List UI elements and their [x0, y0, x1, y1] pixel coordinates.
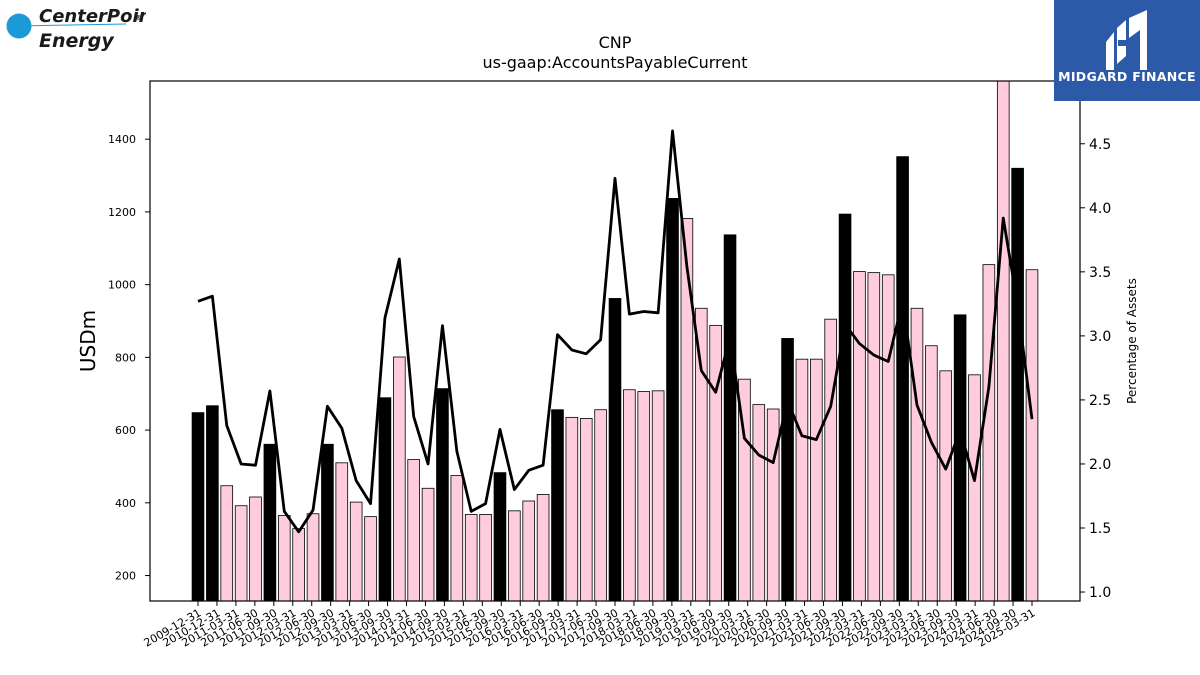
chart-title: CNP [599, 33, 632, 52]
bar [623, 389, 636, 602]
y-tick-label: 800 [115, 351, 136, 364]
bar [594, 409, 607, 602]
bar [824, 318, 837, 602]
bar [421, 487, 435, 602]
logo-registered-mark: ® [135, 14, 142, 22]
logo-text: MIDGARD FINANCE [1058, 69, 1196, 84]
bar [1011, 167, 1024, 602]
bar [206, 405, 219, 602]
bar [565, 416, 579, 602]
bar [709, 324, 722, 602]
bar [536, 494, 550, 602]
percentage-line [197, 129, 1034, 534]
bar [795, 358, 809, 602]
y2-tick-label: 4.5 [1089, 137, 1111, 153]
bar [968, 374, 981, 602]
bar [953, 314, 967, 602]
bar [781, 338, 794, 602]
bar [1025, 269, 1039, 602]
bar [335, 462, 349, 602]
y-tick-label: 1000 [108, 279, 136, 292]
bar [364, 516, 377, 602]
y2-tick-label: 2.5 [1089, 393, 1111, 409]
bar [407, 459, 420, 602]
bar [263, 443, 277, 602]
bar [551, 409, 564, 602]
bar [838, 213, 852, 602]
left-axis: 200 400 600 800 1000 1200 1400 [108, 133, 150, 583]
y2-tick-label: 3.5 [1089, 265, 1111, 281]
bar [292, 528, 305, 602]
y2-tick-label: 1.5 [1089, 521, 1111, 537]
y-tick-label: 200 [115, 570, 136, 583]
x-axis: 2009-12-312010-12-312011-03-312011-06-30… [142, 601, 1038, 650]
bar [651, 390, 665, 602]
bar [666, 198, 679, 602]
y2-axis-label: Percentage of Assets [1125, 278, 1139, 404]
bar [694, 307, 708, 602]
bar [450, 475, 464, 602]
line-layer [197, 129, 1034, 534]
bar [996, 80, 1010, 602]
y2-tick-label: 2.0 [1089, 457, 1111, 473]
bar [277, 515, 291, 602]
logo-background [1054, 0, 1200, 101]
bar [810, 358, 823, 602]
bar [752, 404, 766, 602]
logo-line1: CenterPoint [39, 6, 146, 27]
midgard-mark-icon [1106, 10, 1147, 70]
bar [479, 514, 492, 602]
bar [191, 412, 205, 602]
bar [464, 514, 478, 602]
bar [637, 391, 651, 602]
bar [881, 274, 895, 602]
right-axis: 1.0 1.5 2.0 2.5 3.0 3.5 4.0 4.5 [1080, 137, 1111, 601]
bar [853, 271, 866, 602]
logo-line2: Energy [39, 30, 115, 52]
y-tick-label: 1200 [108, 206, 136, 219]
bar [925, 345, 938, 602]
bar [508, 510, 521, 602]
bar [608, 298, 622, 602]
midgard-finance-logo: MIDGARD FINANCE [1054, 0, 1200, 101]
bar [220, 485, 234, 602]
bar-layer [191, 80, 1039, 602]
bar [493, 472, 507, 602]
logo-swoosh-icon [13, 23, 127, 27]
centerpoint-energy-logo: CenterPoint ® Energy [6, 6, 146, 52]
y-axis-label: USDm [76, 310, 100, 372]
bar [896, 156, 909, 602]
bar [522, 500, 536, 602]
bar [436, 388, 449, 602]
y2-tick-label: 4.0 [1089, 201, 1111, 217]
bar [910, 307, 924, 602]
bar [378, 397, 392, 602]
chart-subtitle: us-gaap:AccountsPayableCurrent [482, 53, 747, 72]
bar [306, 513, 320, 602]
bar [579, 418, 593, 602]
bar [349, 501, 363, 602]
bar [234, 505, 248, 602]
bar [766, 408, 780, 602]
bar [939, 370, 953, 602]
bar [723, 234, 737, 602]
y2-tick-label: 3.0 [1089, 329, 1111, 345]
bar [982, 264, 996, 602]
y-tick-label: 400 [115, 497, 136, 510]
bar [393, 356, 406, 602]
bar [249, 496, 262, 602]
bar [321, 443, 334, 602]
y2-tick-label: 1.0 [1089, 585, 1111, 601]
bar [867, 272, 881, 602]
y-tick-label: 600 [115, 424, 136, 437]
y-tick-label: 1400 [108, 133, 136, 146]
